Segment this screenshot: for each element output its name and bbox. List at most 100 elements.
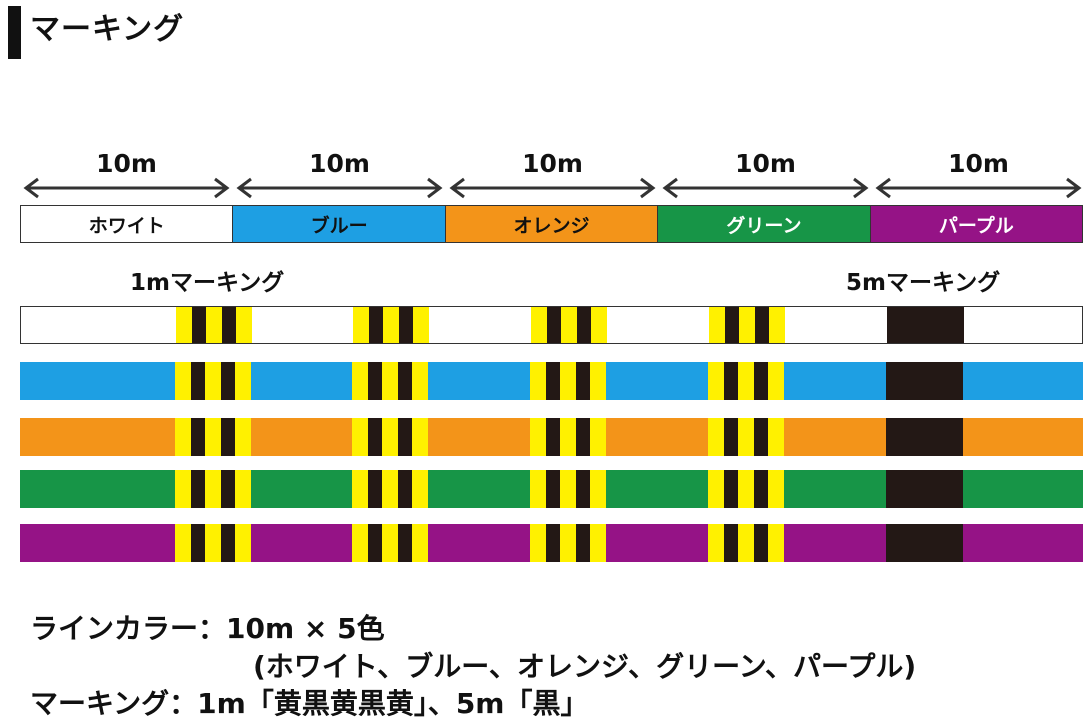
black-mark-stripe bbox=[724, 524, 738, 562]
color-segment-label: ブルー bbox=[310, 214, 368, 237]
yellow-mark-stripe bbox=[382, 470, 398, 508]
yellow-mark-stripe bbox=[383, 307, 399, 343]
yellow-mark-stripe bbox=[768, 470, 784, 508]
yellow-mark-stripe bbox=[709, 307, 725, 343]
black-mark-stripe bbox=[724, 362, 738, 400]
black-mark-stripe bbox=[754, 418, 768, 456]
black-mark-stripe bbox=[191, 362, 205, 400]
yellow-mark-stripe bbox=[175, 362, 191, 400]
black-mark-stripe bbox=[755, 307, 769, 343]
black-mark-stripe bbox=[368, 418, 382, 456]
black-mark-stripe bbox=[725, 307, 739, 343]
color-segment-label: ホワイト bbox=[88, 214, 165, 237]
marked-line-green bbox=[20, 470, 1083, 508]
double-arrow-icon bbox=[875, 177, 1082, 199]
color-segment-purple: パープル bbox=[869, 206, 1083, 242]
black-mark-stripe bbox=[398, 524, 412, 562]
color-segment-label: オレンジ bbox=[513, 214, 590, 237]
title-accent-bar bbox=[8, 6, 21, 59]
yellow-mark-stripe bbox=[235, 524, 251, 562]
black-mark-stripe bbox=[221, 418, 235, 456]
color-segment-white: ホワイト bbox=[21, 206, 233, 242]
yellow-mark-stripe bbox=[531, 307, 547, 343]
black-mark-stripe bbox=[192, 307, 206, 343]
yellow-mark-stripe bbox=[738, 470, 754, 508]
black-mark-stripe bbox=[368, 362, 382, 400]
black-mark-stripe bbox=[576, 418, 590, 456]
five-meter-marking-label: 5mマーキング bbox=[846, 270, 1001, 296]
segment-length-label: 10m bbox=[96, 149, 157, 178]
black-mark-stripe bbox=[576, 470, 590, 508]
yellow-mark-stripe bbox=[235, 362, 251, 400]
black-mark-stripe bbox=[576, 524, 590, 562]
black-mark-stripe bbox=[398, 362, 412, 400]
black-mark-stripe bbox=[221, 362, 235, 400]
yellow-mark-stripe bbox=[560, 470, 576, 508]
black-mark-stripe bbox=[724, 418, 738, 456]
yellow-mark-stripe bbox=[206, 307, 222, 343]
yellow-mark-stripe bbox=[530, 470, 546, 508]
black-mark-stripe bbox=[546, 362, 560, 400]
yellow-mark-stripe bbox=[530, 418, 546, 456]
five-meter-black-mark bbox=[886, 470, 963, 508]
yellow-mark-stripe bbox=[530, 362, 546, 400]
five-meter-black-mark bbox=[886, 524, 963, 562]
yellow-mark-stripe bbox=[768, 524, 784, 562]
yellow-mark-stripe bbox=[590, 524, 606, 562]
yellow-mark-stripe bbox=[769, 307, 785, 343]
yellow-mark-stripe bbox=[708, 418, 724, 456]
segment-length-label: 10m bbox=[948, 149, 1009, 178]
double-arrow-icon bbox=[449, 177, 656, 199]
color-segment-orange: オレンジ bbox=[444, 206, 658, 242]
black-mark-stripe bbox=[576, 362, 590, 400]
line-color-band: ホワイト ブルー オレンジ グリーン パープル bbox=[20, 205, 1083, 243]
footer-line-color: ラインカラー：10m × 5色 bbox=[30, 612, 385, 645]
yellow-mark-stripe bbox=[413, 307, 429, 343]
black-mark-stripe bbox=[398, 418, 412, 456]
yellow-mark-stripe bbox=[352, 524, 368, 562]
yellow-mark-stripe bbox=[352, 418, 368, 456]
color-segment-label: グリーン bbox=[726, 214, 802, 237]
black-mark-stripe bbox=[547, 307, 561, 343]
yellow-mark-stripe bbox=[382, 418, 398, 456]
yellow-mark-stripe bbox=[530, 524, 546, 562]
black-mark-stripe bbox=[191, 524, 205, 562]
yellow-mark-stripe bbox=[590, 470, 606, 508]
yellow-mark-stripe bbox=[205, 470, 221, 508]
marked-line-blue bbox=[20, 362, 1083, 400]
yellow-mark-stripe bbox=[738, 362, 754, 400]
yellow-mark-stripe bbox=[205, 362, 221, 400]
yellow-mark-stripe bbox=[175, 524, 191, 562]
black-mark-stripe bbox=[724, 470, 738, 508]
yellow-mark-stripe bbox=[382, 362, 398, 400]
yellow-mark-stripe bbox=[352, 470, 368, 508]
black-mark-stripe bbox=[754, 470, 768, 508]
page-title: マーキング bbox=[30, 12, 185, 47]
black-mark-stripe bbox=[221, 524, 235, 562]
yellow-mark-stripe bbox=[236, 307, 252, 343]
footer-marking: マーキング：1m「黄黒黄黒黄」、5m「黒」 bbox=[30, 687, 589, 720]
segment-length-label: 10m bbox=[735, 149, 796, 178]
yellow-mark-stripe bbox=[412, 524, 428, 562]
yellow-mark-stripe bbox=[561, 307, 577, 343]
yellow-mark-stripe bbox=[205, 524, 221, 562]
marked-line-orange bbox=[20, 418, 1083, 456]
marked-line-white bbox=[20, 306, 1083, 344]
black-mark-stripe bbox=[221, 470, 235, 508]
black-mark-stripe bbox=[754, 362, 768, 400]
yellow-mark-stripe bbox=[560, 362, 576, 400]
yellow-mark-stripe bbox=[352, 362, 368, 400]
black-mark-stripe bbox=[546, 470, 560, 508]
color-segment-green: グリーン bbox=[657, 206, 870, 242]
yellow-mark-stripe bbox=[412, 362, 428, 400]
yellow-mark-stripe bbox=[739, 307, 755, 343]
black-mark-stripe bbox=[222, 307, 236, 343]
marked-line-purple bbox=[20, 524, 1083, 562]
yellow-mark-stripe bbox=[353, 307, 369, 343]
double-arrow-icon bbox=[662, 177, 869, 199]
yellow-mark-stripe bbox=[412, 418, 428, 456]
yellow-mark-stripe bbox=[560, 418, 576, 456]
yellow-mark-stripe bbox=[412, 470, 428, 508]
black-mark-stripe bbox=[399, 307, 413, 343]
segment-length-label: 10m bbox=[522, 149, 583, 178]
